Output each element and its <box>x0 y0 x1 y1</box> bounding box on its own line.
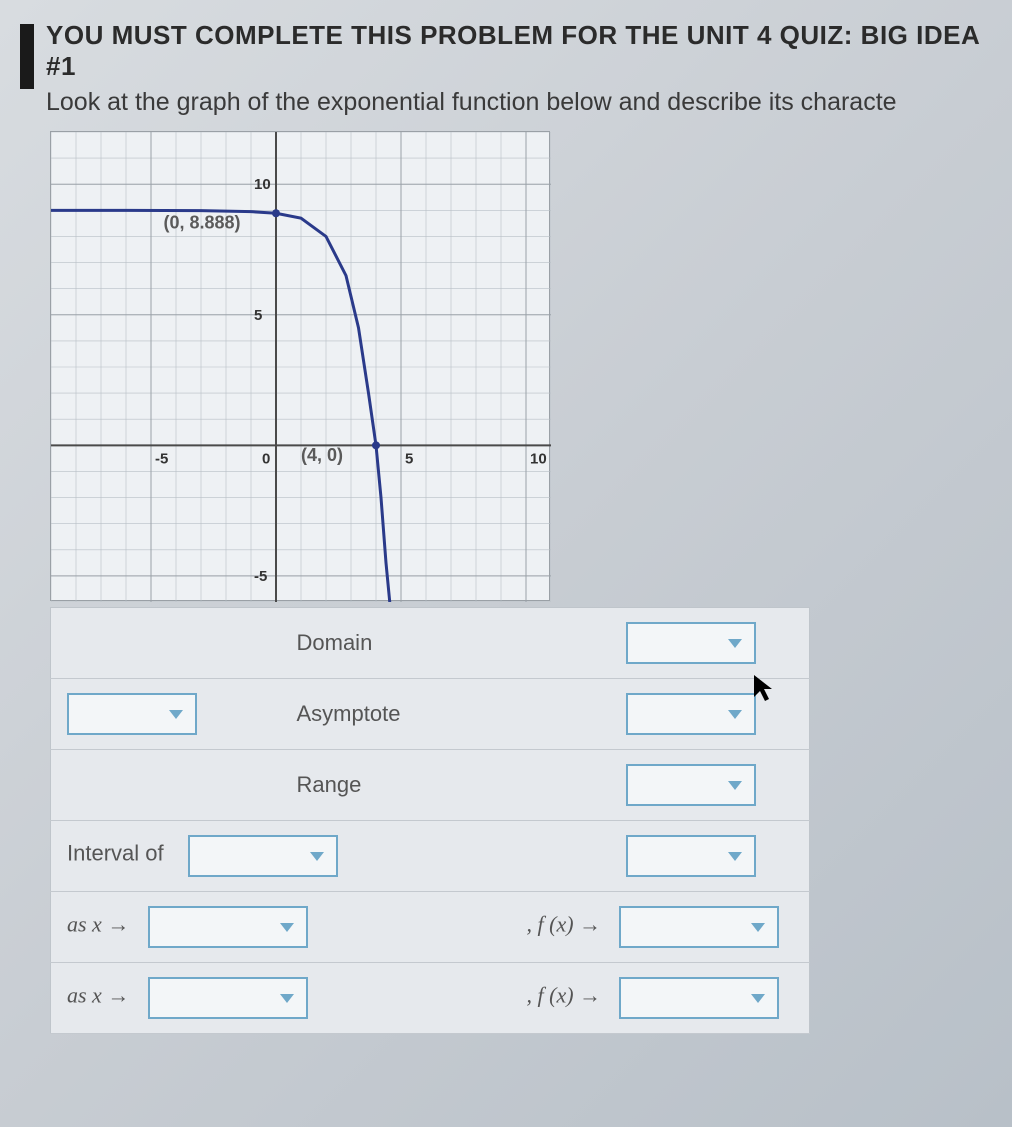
asymptote-label: Asymptote <box>297 701 401 726</box>
svg-text:-5: -5 <box>155 450 168 467</box>
row-asymptote: Asymptote <box>51 679 810 750</box>
asymptote-type-select[interactable] <box>67 693 197 735</box>
characteristics-table: Domain Asymptote Range Interval of <box>50 607 810 1034</box>
fx-label-2: , f (x) → <box>527 983 602 1008</box>
x-approach-2-select[interactable] <box>148 977 308 1019</box>
chevron-down-icon <box>169 710 183 719</box>
svg-text:10: 10 <box>254 176 271 193</box>
problem-subtitle: Look at the graph of the exponential fun… <box>46 88 1012 117</box>
svg-text:5: 5 <box>254 307 262 324</box>
problem-title: YOU MUST COMPLETE THIS PROBLEM FOR THE U… <box>46 20 1012 82</box>
svg-text:(4, 0): (4, 0) <box>301 445 343 465</box>
svg-text:10: 10 <box>530 450 547 467</box>
interval-value-select[interactable] <box>626 835 756 877</box>
fx-approach-2-select[interactable] <box>619 977 779 1019</box>
row-range: Range <box>51 750 810 821</box>
range-select[interactable] <box>626 764 756 806</box>
chevron-down-icon <box>310 852 324 861</box>
chevron-down-icon <box>280 994 294 1003</box>
row-end-behavior-1: as x → , f (x) → <box>51 892 810 963</box>
row-interval: Interval of <box>51 821 810 892</box>
fx-approach-1-select[interactable] <box>619 906 779 948</box>
x-approach-1-select[interactable] <box>148 906 308 948</box>
range-label: Range <box>297 772 362 797</box>
svg-text:5: 5 <box>405 450 413 467</box>
svg-text:0: 0 <box>262 450 270 467</box>
as-x-label-2: as x → <box>67 983 129 1008</box>
row-end-behavior-2: as x → , f (x) → <box>51 963 810 1034</box>
interval-label: Interval of <box>67 841 164 866</box>
row-domain: Domain <box>51 608 810 679</box>
exponential-graph: -5 0 5 10 -5 5 10 (0, 8.888) (4, 0) <box>51 132 551 602</box>
interval-type-select[interactable] <box>188 835 338 877</box>
chevron-down-icon <box>280 923 294 932</box>
header: YOU MUST COMPLETE THIS PROBLEM FOR THE U… <box>20 20 1012 117</box>
svg-text:(0, 8.888): (0, 8.888) <box>164 213 241 233</box>
chevron-down-icon <box>751 923 765 932</box>
domain-select[interactable] <box>626 622 756 664</box>
asymptote-value-select[interactable] <box>626 693 756 735</box>
chevron-down-icon <box>728 781 742 790</box>
chevron-down-icon <box>728 852 742 861</box>
chevron-down-icon <box>751 994 765 1003</box>
chevron-down-icon <box>728 639 742 648</box>
chevron-down-icon <box>728 710 742 719</box>
svg-text:-5: -5 <box>254 568 267 585</box>
question-marker <box>20 24 34 89</box>
domain-label: Domain <box>297 630 373 655</box>
as-x-label-1: as x → <box>67 912 129 937</box>
graph-panel: -5 0 5 10 -5 5 10 (0, 8.888) (4, 0) <box>50 131 550 601</box>
fx-label-1: , f (x) → <box>527 912 602 937</box>
